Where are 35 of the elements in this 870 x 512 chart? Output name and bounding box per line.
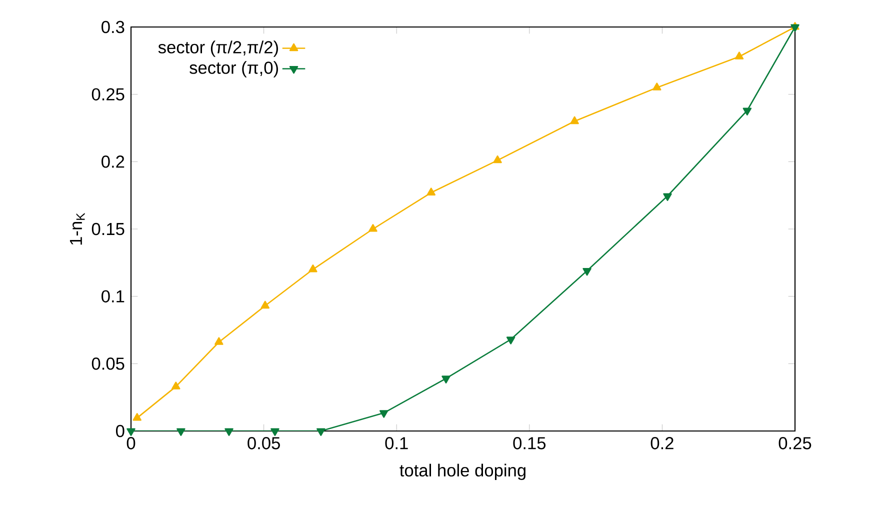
point	[493, 155, 502, 164]
x-tick-label: 0.05	[248, 437, 280, 450]
point	[663, 193, 672, 201]
x-tick-label: 0.2	[650, 437, 674, 450]
point	[368, 224, 378, 232]
point	[270, 428, 280, 436]
y-axis-title: 1-n$_{K}$	[70, 212, 85, 245]
point	[308, 264, 318, 272]
point	[652, 82, 662, 90]
point	[176, 428, 186, 436]
y-tick-label: 0.05	[92, 358, 124, 370]
point	[442, 376, 450, 384]
y-tick-label: 0	[116, 424, 124, 438]
point	[316, 428, 326, 436]
y-tick-label: 0.3	[102, 20, 124, 34]
y-tick-label: 0.15	[92, 222, 124, 236]
point	[224, 428, 234, 436]
y-tick-label: 0.2	[102, 156, 124, 168]
x-axis-title: total hole doping	[400, 464, 526, 480]
point	[570, 116, 579, 124]
point	[126, 428, 136, 436]
point	[426, 188, 436, 196]
x-tick-label: 0	[126, 437, 136, 450]
point	[582, 268, 592, 276]
y-tick-label: 0.1	[102, 290, 124, 302]
x-tick-label: 0.15	[513, 437, 546, 450]
legend-label: sector (π/2,π/2)	[158, 40, 278, 57]
x-tick-label: 0.25	[778, 437, 812, 450]
x-tick-label: 0.1	[385, 437, 408, 450]
point	[734, 52, 744, 60]
y-tick-label: 0.25	[92, 88, 124, 100]
point	[506, 336, 516, 344]
point	[260, 300, 270, 309]
legend-label: sector (π,0)	[190, 61, 278, 78]
point	[379, 410, 388, 418]
